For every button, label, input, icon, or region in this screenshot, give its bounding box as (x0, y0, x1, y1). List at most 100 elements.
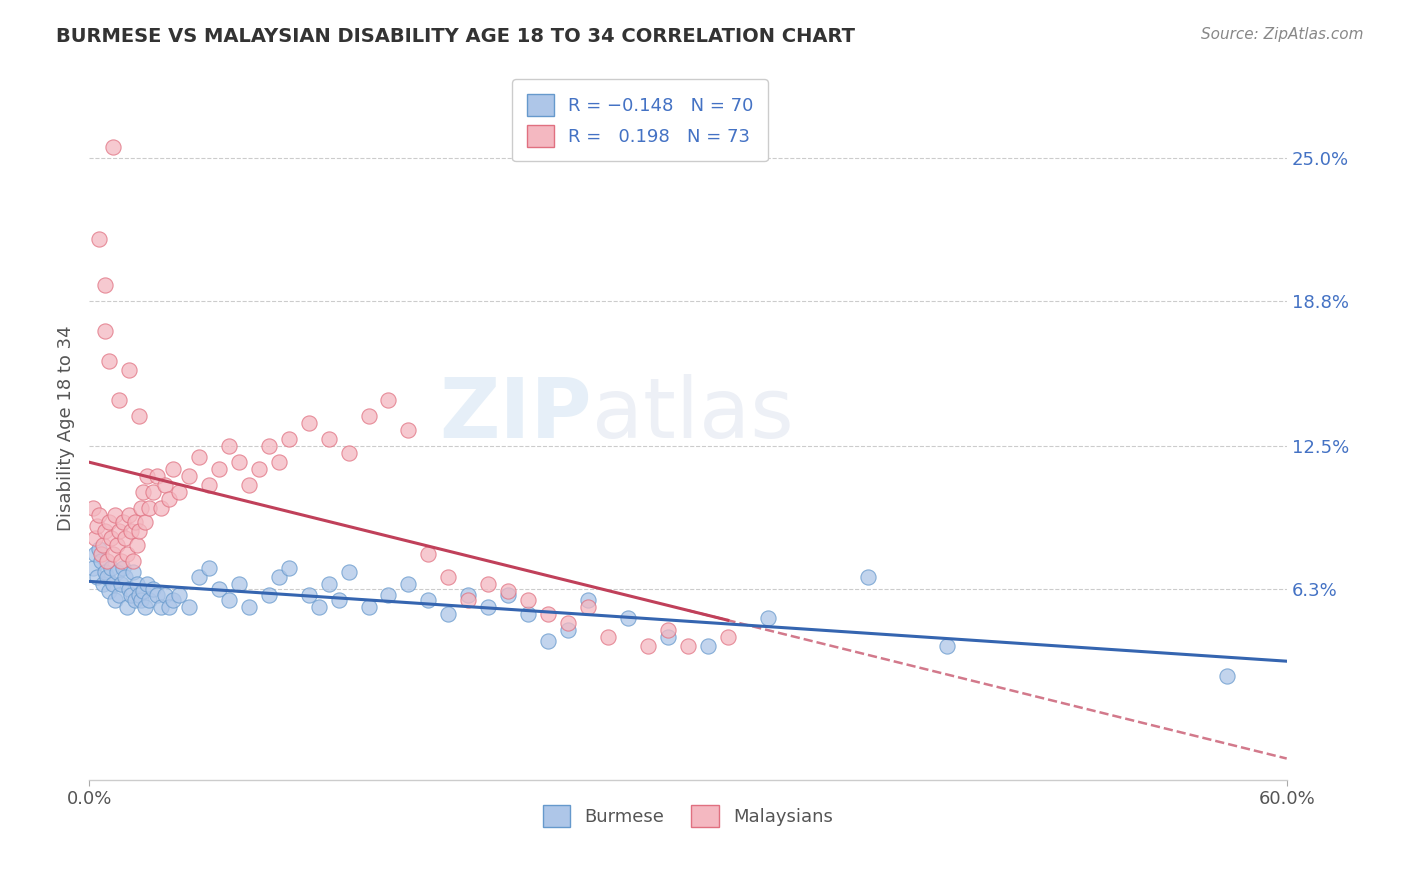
Point (142, 484, 165, 499)
Point (86, 570, 108, 584)
Point (1216, 669, 1239, 683)
Point (576, 599, 599, 614)
Point (277, 432, 299, 446)
Point (101, 139, 124, 153)
Point (87, 508, 110, 522)
Text: atlas: atlas (592, 374, 794, 455)
Point (118, 363, 141, 377)
Point (98, 515, 121, 529)
Point (120, 589, 142, 603)
Point (418, 593, 440, 607)
Point (146, 468, 169, 483)
Point (377, 589, 399, 603)
Point (128, 589, 150, 603)
Point (122, 566, 145, 580)
Point (187, 570, 209, 584)
Point (134, 599, 156, 614)
Point (856, 570, 879, 584)
Point (557, 616, 579, 631)
Point (457, 593, 479, 607)
Point (517, 593, 540, 607)
Point (238, 599, 260, 614)
Point (105, 538, 128, 552)
Point (122, 554, 145, 568)
Point (90, 554, 112, 568)
Point (267, 455, 290, 469)
Point (98, 353, 121, 368)
Point (96, 554, 118, 568)
Point (187, 450, 209, 465)
Y-axis label: Disability Age 18 to 34: Disability Age 18 to 34 (58, 326, 75, 532)
Point (377, 392, 399, 407)
Point (94, 277, 117, 292)
Point (118, 508, 141, 522)
Point (87, 231, 110, 245)
Point (198, 478, 221, 492)
Point (111, 561, 134, 575)
Point (134, 515, 156, 529)
Point (517, 607, 540, 621)
Point (617, 611, 640, 625)
Point (104, 593, 127, 607)
Point (114, 531, 136, 545)
Point (167, 589, 190, 603)
Point (91, 577, 114, 591)
Point (437, 607, 460, 621)
Point (108, 392, 131, 407)
Point (298, 589, 321, 603)
Point (257, 589, 280, 603)
Point (125, 538, 148, 552)
Point (298, 416, 321, 430)
Point (86, 519, 108, 533)
Point (396, 423, 419, 437)
Point (247, 462, 270, 476)
Point (84, 531, 107, 545)
Point (208, 462, 231, 476)
Point (111, 515, 134, 529)
Point (132, 484, 155, 499)
Point (146, 589, 169, 603)
Point (218, 439, 240, 453)
Point (357, 599, 380, 614)
Point (596, 630, 619, 644)
Point (82, 500, 104, 515)
Legend: Burmese, Malaysians: Burmese, Malaysians (536, 797, 839, 834)
Text: BURMESE VS MALAYSIAN DISABILITY AGE 18 TO 34 CORRELATION CHART: BURMESE VS MALAYSIAN DISABILITY AGE 18 T… (56, 27, 855, 45)
Point (496, 583, 519, 598)
Point (129, 500, 152, 515)
Point (94, 524, 117, 538)
Point (537, 634, 560, 648)
Point (138, 500, 160, 515)
Point (124, 593, 146, 607)
Point (153, 589, 176, 603)
Point (104, 508, 127, 522)
Point (396, 577, 419, 591)
Point (477, 599, 499, 614)
Point (94, 566, 117, 580)
Point (657, 630, 679, 644)
Point (418, 547, 440, 561)
Point (218, 593, 240, 607)
Point (115, 599, 138, 614)
Point (177, 599, 200, 614)
Point (198, 561, 221, 575)
Point (756, 611, 779, 625)
Point (676, 639, 699, 653)
Point (496, 589, 519, 603)
Point (357, 409, 380, 423)
Point (84, 547, 107, 561)
Point (228, 577, 250, 591)
Point (149, 500, 172, 515)
Point (108, 524, 131, 538)
Point (138, 593, 160, 607)
Point (318, 432, 340, 446)
Text: Source: ZipAtlas.com: Source: ZipAtlas.com (1201, 27, 1364, 42)
Text: ZIP: ZIP (440, 374, 592, 455)
Point (637, 639, 659, 653)
Point (128, 524, 150, 538)
Point (557, 623, 579, 637)
Point (136, 577, 159, 591)
Point (136, 468, 159, 483)
Point (101, 547, 124, 561)
Point (100, 531, 122, 545)
